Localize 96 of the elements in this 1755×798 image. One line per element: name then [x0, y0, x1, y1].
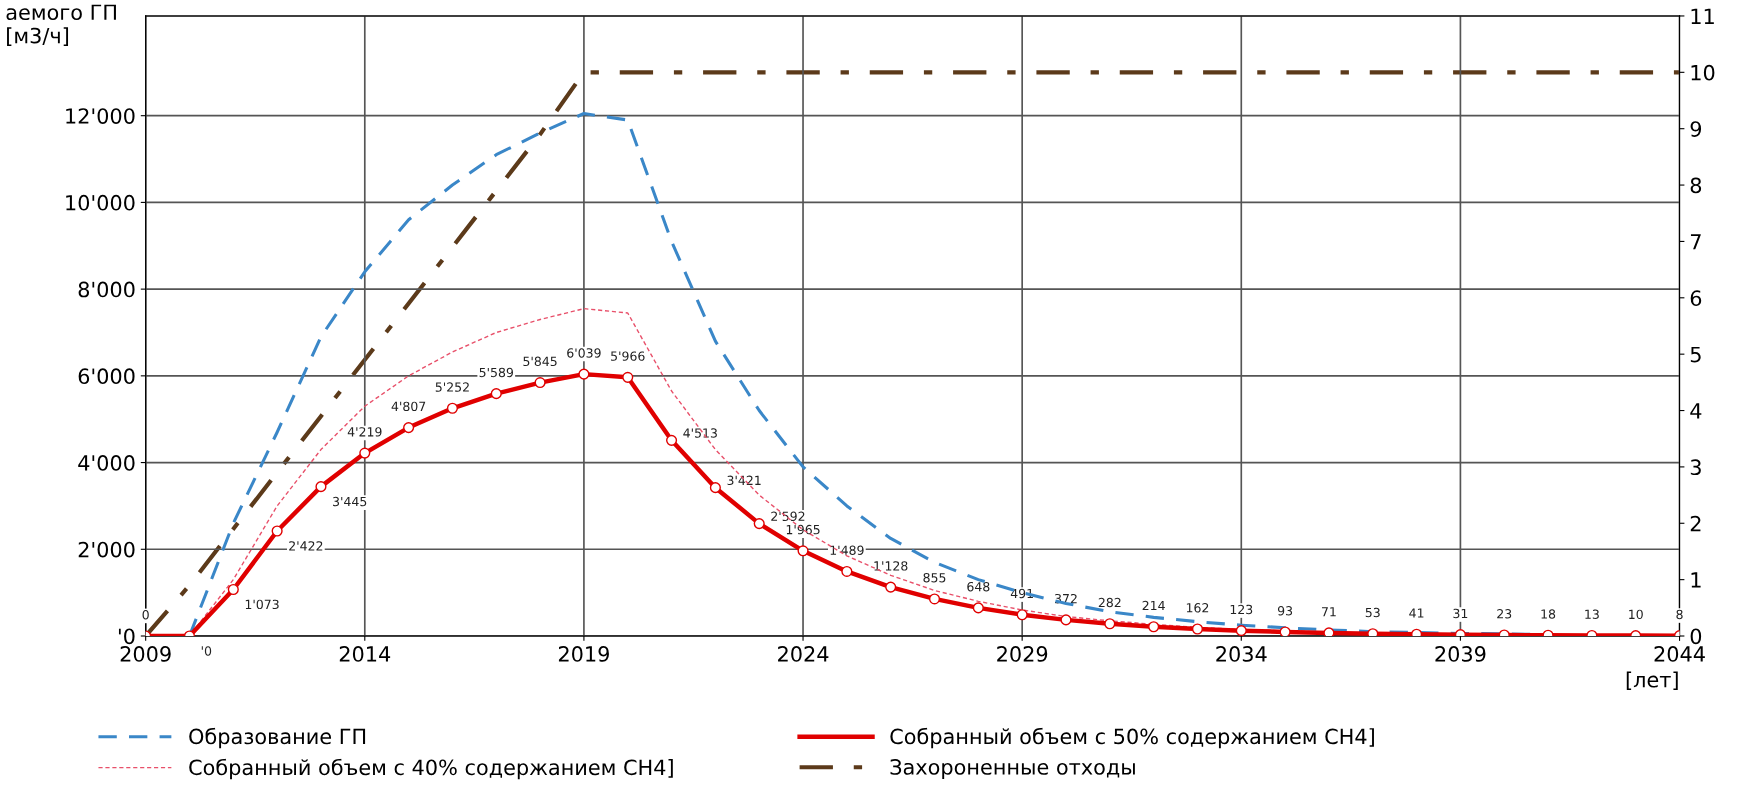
- y2-tick-label: 2: [1690, 515, 1701, 532]
- legend-label: Захороненные отходы: [890, 759, 1135, 779]
- x-axis-title: [лет]: [1626, 671, 1678, 691]
- y2-tick-label: 8: [1690, 177, 1702, 194]
- point: [1279, 626, 1291, 637]
- y-tick-label: 4'000: [78, 455, 135, 471]
- point: [1060, 614, 1072, 626]
- point: [490, 388, 502, 400]
- data-label: 41: [1409, 608, 1424, 618]
- y-tick-label: 10'000: [66, 194, 135, 211]
- point: [1323, 627, 1335, 637]
- data-label: 1'489: [830, 545, 864, 555]
- y2-tick-label: 5: [1690, 346, 1701, 363]
- point: [578, 368, 590, 380]
- data-label: 3'445: [333, 496, 367, 507]
- point: [622, 371, 634, 383]
- data-label: 2'422: [289, 541, 323, 551]
- data-label: 1'128: [874, 561, 908, 571]
- y2-tick-label: 4: [1690, 403, 1702, 419]
- data-label: 13: [1585, 609, 1599, 619]
- data-label: 93: [1277, 606, 1293, 616]
- x-tick-label: 2009: [120, 646, 171, 662]
- data-label: 4'513: [683, 428, 717, 438]
- point: [1104, 618, 1116, 630]
- x-tick-label: 2029: [997, 646, 1048, 662]
- data-label: 23: [1497, 609, 1512, 619]
- data-label: 8: [1676, 609, 1683, 620]
- y-tick-label: 2'000: [78, 541, 135, 558]
- y2-tick-label: 11: [1691, 8, 1714, 24]
- data-label: 6'039: [567, 348, 601, 358]
- data-label: 123: [1230, 604, 1253, 615]
- data-label: 31: [1453, 608, 1468, 619]
- y2-tick-label: 3: [1690, 459, 1701, 476]
- legend-label: Собранный объем с 40% содержанием CH4]: [189, 758, 673, 780]
- point: [1411, 628, 1423, 637]
- data-label: 71: [1322, 607, 1336, 617]
- point: [227, 583, 239, 596]
- y2-tick-label: 7: [1690, 234, 1701, 250]
- y-tick-label: 8'000: [78, 281, 135, 298]
- data-label: 5'589: [479, 367, 514, 378]
- y2-tick-label: 1: [1691, 572, 1701, 588]
- data-label: 1'073: [245, 599, 279, 610]
- point: [885, 581, 897, 593]
- point: [928, 593, 941, 605]
- data-label: 53: [1365, 607, 1380, 618]
- data-label: 18: [1541, 609, 1556, 619]
- point: [315, 481, 327, 493]
- point: [1367, 628, 1379, 637]
- point: [797, 545, 809, 557]
- y2-tick-label: 10: [1691, 64, 1715, 81]
- data-label: 855: [923, 572, 946, 583]
- data-label: 10: [1629, 609, 1643, 620]
- y2-tick-label: 9: [1690, 121, 1702, 137]
- point: [403, 422, 415, 434]
- data-label: '0: [201, 646, 212, 656]
- x-tick-label: 2024: [778, 646, 829, 662]
- y-axis-title: аемого ГП [м3/ч]: [6, 4, 116, 46]
- point: [1235, 625, 1247, 637]
- point: [709, 482, 721, 494]
- x-tick-label: 2034: [1216, 646, 1267, 662]
- point: [446, 402, 458, 414]
- data-label: 5'845: [523, 356, 557, 367]
- x-tick-label: 2014: [339, 646, 391, 662]
- point: [1016, 609, 1028, 621]
- point: [1191, 623, 1204, 635]
- legend-label: Собранный объем с 50% содержанием CH4]: [890, 727, 1374, 749]
- point: [666, 434, 678, 446]
- data-label: 648: [967, 581, 990, 592]
- y-tick-label: 12'000: [66, 108, 135, 124]
- data-label: 491: [1010, 588, 1033, 599]
- data-label: 162: [1186, 603, 1209, 613]
- point: [972, 602, 984, 614]
- data-label: 4'219: [347, 427, 382, 437]
- x-tick-label: 2019: [558, 646, 609, 662]
- data-label: 5'966: [611, 351, 645, 361]
- data-label: 2'592: [771, 511, 805, 522]
- data-label: 1'965: [786, 524, 820, 535]
- point: [271, 525, 283, 537]
- point: [1148, 621, 1160, 633]
- legend-label: Образование ГП: [189, 727, 366, 749]
- data-label: 282: [1098, 597, 1121, 608]
- y-tick-label: 6'000: [78, 368, 135, 385]
- data-label: 214: [1142, 600, 1165, 611]
- point: [841, 565, 853, 577]
- x-tick-label: 2044: [1654, 646, 1705, 662]
- point: [534, 377, 546, 389]
- data-label: 3'421: [727, 475, 761, 486]
- y-tick-label: '0: [118, 628, 135, 645]
- data-label: 4'807: [391, 401, 426, 412]
- point: [359, 447, 371, 459]
- data-label: 5'252: [435, 382, 469, 392]
- x-tick-label: 2039: [1435, 646, 1486, 662]
- y2-tick-label: 6: [1690, 290, 1702, 307]
- y2-tick-label: 0: [1690, 628, 1702, 645]
- data-label: 0: [142, 610, 149, 620]
- point: [753, 518, 765, 530]
